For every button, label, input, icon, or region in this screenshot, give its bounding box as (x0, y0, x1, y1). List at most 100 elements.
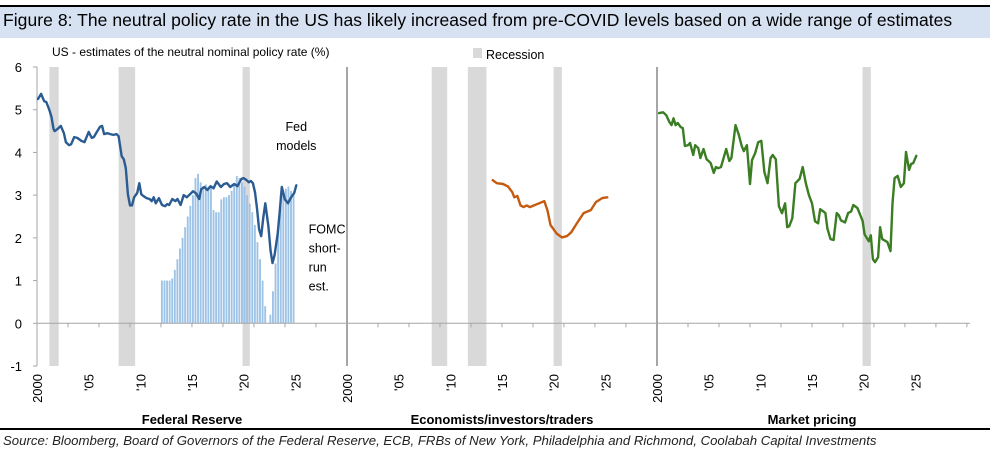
fomc-bar (210, 186, 212, 324)
fomc-bar (176, 259, 179, 324)
fomc-bar (194, 178, 197, 324)
fomc-bar (230, 190, 233, 324)
fomc-bar (184, 227, 187, 324)
top-rule (0, 5, 990, 7)
bottom-rule (0, 428, 990, 430)
x-tick-label: '25 (908, 374, 923, 391)
panel-label: Federal Reserve (142, 412, 242, 427)
recession-band (118, 67, 136, 366)
annotation-line: FOMC (309, 223, 346, 237)
fomc-bar (160, 280, 163, 324)
fomc-bar (251, 212, 254, 324)
fomc-bar (173, 269, 176, 324)
fomc-bar (243, 186, 246, 324)
recession-bands (49, 67, 871, 366)
annotation-fed-models: Fed models (276, 120, 316, 153)
x-tick-label: '10 (443, 374, 458, 391)
x-tick-label: '05 (702, 374, 717, 391)
fomc-bar (235, 175, 238, 324)
fomc-bar (241, 182, 243, 324)
fomc-bar (215, 212, 218, 324)
fomc-bar (274, 263, 277, 324)
fomc-bar (264, 306, 267, 324)
x-tick-label: '10 (753, 374, 768, 391)
fomc-bar (212, 210, 215, 324)
legend-recession-swatch (473, 48, 482, 58)
fomc-bar (220, 199, 223, 324)
panel-label: Economists/investors/traders (411, 412, 594, 427)
annotation-line: run (309, 261, 327, 275)
fomc-bar (277, 229, 280, 324)
fomc-bar (292, 193, 295, 324)
x-tick-label: '15 (805, 374, 820, 391)
x-tick-label: '25 (288, 374, 303, 391)
panel-label: Market pricing (768, 412, 857, 427)
recession-band (467, 67, 487, 366)
title-bar (0, 7, 990, 38)
series-line-market-pricing (657, 111, 918, 264)
legend-recession-label: Recession (486, 48, 544, 62)
x-tick-label: '10 (133, 374, 148, 391)
chart-text: US - estimates of the neutral nominal po… (52, 45, 856, 427)
series-line-fed-models (36, 92, 298, 265)
fomc-bar (222, 197, 225, 324)
recession-band (862, 67, 871, 366)
fomc-bar (166, 280, 168, 324)
source-note: Source: Bloomberg, Board of Governors of… (3, 433, 877, 448)
x-tick-label: '20 (857, 374, 872, 391)
series-lines (36, 92, 918, 265)
annotation-line: est. (309, 280, 329, 294)
y-tick-label: 4 (15, 145, 22, 160)
fomc-bar (279, 195, 282, 324)
fomc-bar (287, 186, 290, 324)
axes: -1 0 1 2 3 4 5 6 2000 '05 '10 '15 '20 '25 2000 '05 '10 '1… (10, 60, 970, 403)
fomc-bar (181, 237, 184, 324)
y-tick-label: 5 (15, 103, 22, 118)
y-tick-label: -1 (10, 359, 22, 374)
y-tick-label: 1 (15, 274, 22, 289)
fomc-bar (207, 186, 210, 324)
fomc-bar (269, 314, 272, 324)
fomc-bar (282, 190, 285, 324)
fomc-bar (217, 212, 220, 324)
fomc-bar (163, 280, 166, 324)
fomc-bar (204, 184, 207, 324)
y-tick-label: 6 (15, 60, 22, 75)
recession-band (49, 67, 59, 366)
fomc-bar (261, 280, 264, 324)
fomc-bar (225, 197, 228, 324)
figure-title: Figure 8: The neutral policy rate in the… (3, 10, 953, 30)
x-tick-label: 2000 (650, 374, 665, 403)
x-tick-label: '20 (547, 374, 562, 391)
fomc-bar (233, 184, 236, 324)
fomc-bar (256, 242, 259, 324)
x-tick-label: '15 (495, 374, 510, 391)
fomc-bar (199, 182, 202, 324)
y-tick-label: 2 (15, 231, 22, 246)
x-tick-label: '15 (185, 374, 200, 391)
fomc-bar (238, 178, 241, 324)
annotation-fomc-short-run-est-: FOMC short-run est. (309, 223, 346, 294)
annotation-line: models (276, 139, 316, 153)
x-tick-label: 2000 (340, 374, 355, 403)
fomc-bars (160, 173, 295, 324)
series-line-economists-investors-traders-estimate (491, 179, 609, 239)
annotation-line: short- (309, 242, 341, 256)
fomc-bar (168, 280, 171, 324)
y-tick-label: 0 (15, 316, 22, 331)
fomc-bar (202, 186, 205, 324)
fomc-bar (171, 278, 174, 324)
fomc-bar (290, 190, 292, 324)
fomc-bar (284, 188, 287, 324)
annotation-line: Fed (286, 120, 308, 134)
fomc-bar (189, 205, 192, 324)
fomc-bar (248, 203, 251, 324)
fomc-bar (272, 291, 274, 324)
fomc-bar (246, 195, 249, 324)
fomc-bar (259, 259, 261, 324)
recession-band (553, 67, 562, 366)
y-axis-title: US - estimates of the neutral nominal po… (52, 45, 329, 59)
x-tick-label: '25 (598, 374, 613, 391)
fomc-bar (191, 195, 194, 324)
